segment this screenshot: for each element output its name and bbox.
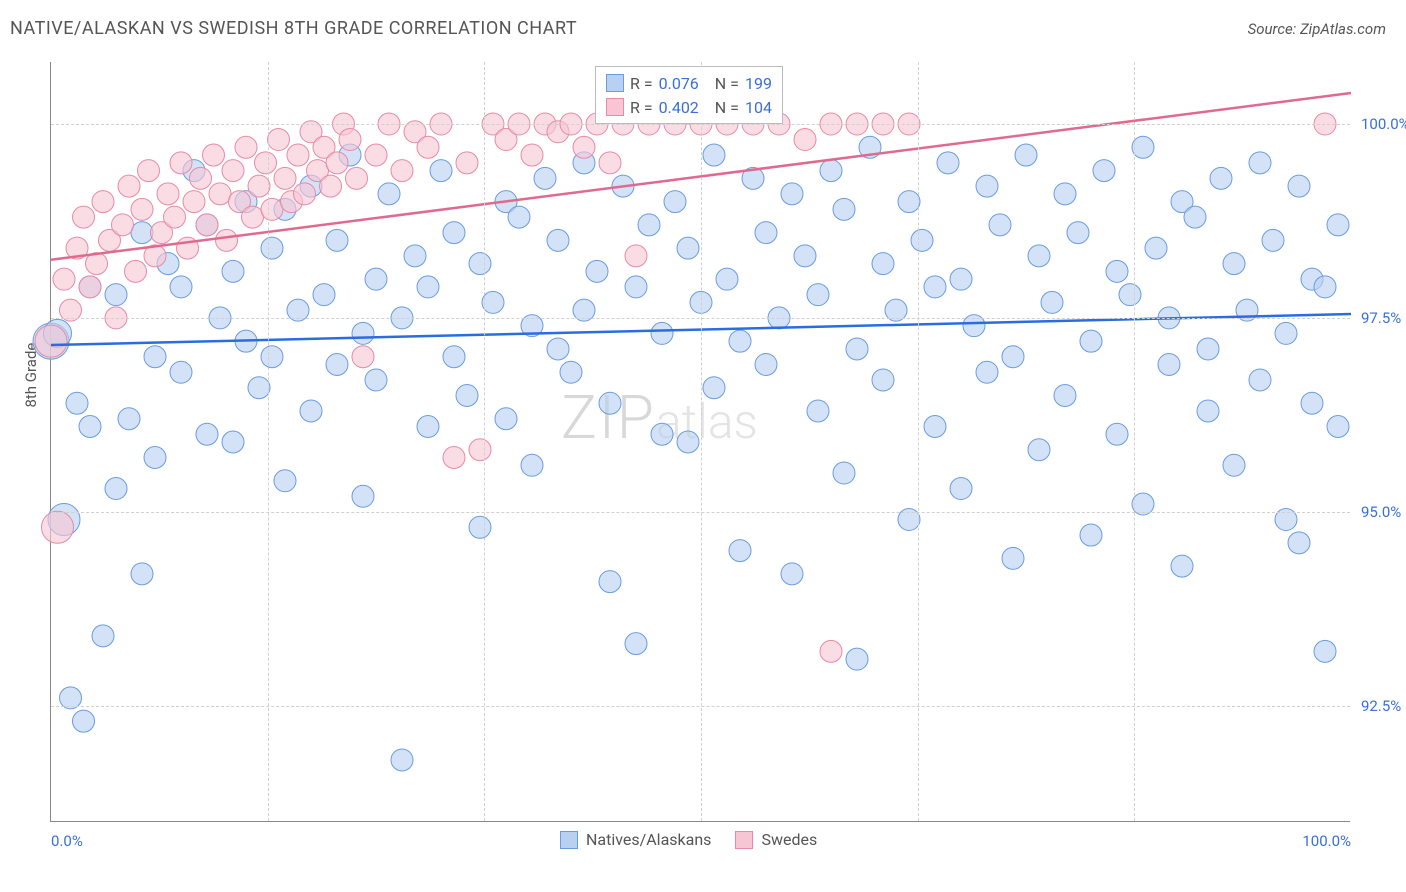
y-tick-label: 100.0% (1361, 115, 1406, 133)
legend-stats: R = 0.076 N = 199 R = 0.402 N = 104 (595, 66, 783, 124)
legend-item-pink: Swedes (735, 830, 817, 849)
legend-stats-row-blue: R = 0.076 N = 199 (606, 71, 772, 95)
legend-r-value-pink: 0.402 (659, 98, 699, 117)
legend-n-label: N = (715, 74, 739, 93)
legend-series: Natives/Alaskans Swedes (560, 830, 817, 849)
legend-n-value-blue: 199 (745, 74, 772, 93)
legend-r-label: R = (630, 98, 653, 117)
x-tick-label: 100.0% (1302, 832, 1351, 850)
legend-bottom-swatch-pink (735, 831, 753, 849)
legend-label-blue: Natives/Alaskans (586, 830, 711, 849)
chart-title: NATIVE/ALASKAN VS SWEDISH 8TH GRADE CORR… (10, 18, 577, 39)
y-tick-label: 97.5% (1361, 309, 1401, 327)
legend-r-label: R = (630, 74, 653, 93)
legend-label-pink: Swedes (761, 830, 817, 849)
legend-swatch-pink (606, 98, 624, 116)
y-tick-label: 92.5% (1361, 697, 1401, 715)
chart-plot-area: ZIPatlas 92.5%95.0%97.5%100.0%0.0%100.0% (50, 62, 1350, 822)
y-tick-label: 95.0% (1361, 503, 1401, 521)
x-tick-label: 0.0% (51, 832, 83, 850)
legend-item-blue: Natives/Alaskans (560, 830, 711, 849)
legend-bottom-swatch-blue (560, 831, 578, 849)
legend-n-value-pink: 104 (745, 98, 772, 117)
source-label: Source: ZipAtlas.com (1248, 20, 1386, 38)
legend-swatch-blue (606, 74, 624, 92)
legend-stats-row-pink: R = 0.402 N = 104 (606, 95, 772, 119)
legend-r-value-blue: 0.076 (659, 74, 699, 93)
legend-n-label: N = (715, 98, 739, 117)
